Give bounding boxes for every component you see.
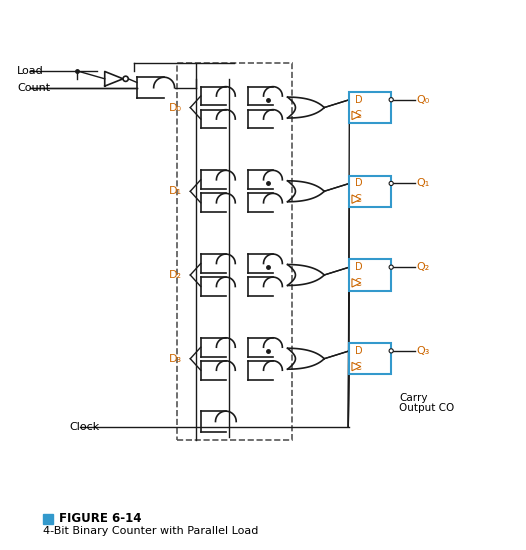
Text: C: C xyxy=(355,361,361,372)
Text: D: D xyxy=(355,262,362,272)
Polygon shape xyxy=(352,279,361,287)
Text: Carry: Carry xyxy=(399,393,428,403)
FancyBboxPatch shape xyxy=(349,175,391,207)
Polygon shape xyxy=(352,195,361,204)
Text: D: D xyxy=(355,178,362,189)
Text: C: C xyxy=(355,111,361,120)
Circle shape xyxy=(389,265,393,269)
FancyBboxPatch shape xyxy=(349,259,391,291)
Text: D: D xyxy=(355,95,362,104)
Circle shape xyxy=(389,182,393,185)
Circle shape xyxy=(389,349,393,353)
Polygon shape xyxy=(352,111,361,119)
Text: D₂: D₂ xyxy=(169,270,183,280)
FancyBboxPatch shape xyxy=(349,343,391,375)
Text: Q₂: Q₂ xyxy=(416,262,430,272)
Text: FIGURE 6-14: FIGURE 6-14 xyxy=(59,512,141,525)
Text: Q₃: Q₃ xyxy=(416,346,430,356)
Text: Count: Count xyxy=(17,82,50,93)
Circle shape xyxy=(123,76,128,81)
FancyBboxPatch shape xyxy=(43,514,53,524)
FancyBboxPatch shape xyxy=(349,92,391,123)
Text: D₁: D₁ xyxy=(169,186,183,196)
Text: Clock: Clock xyxy=(69,422,99,432)
Text: Q₀: Q₀ xyxy=(416,95,430,104)
Text: D₀: D₀ xyxy=(169,102,183,113)
Text: C: C xyxy=(355,278,361,288)
Circle shape xyxy=(389,98,393,102)
Text: C: C xyxy=(355,194,361,204)
Text: D: D xyxy=(355,346,362,356)
Text: Q₁: Q₁ xyxy=(416,178,430,189)
Text: D₃: D₃ xyxy=(169,354,183,364)
Polygon shape xyxy=(352,362,361,371)
Text: Output CO: Output CO xyxy=(399,403,454,414)
Text: 4-Bit Binary Counter with Parallel Load: 4-Bit Binary Counter with Parallel Load xyxy=(43,526,259,536)
Text: Load: Load xyxy=(17,66,44,76)
